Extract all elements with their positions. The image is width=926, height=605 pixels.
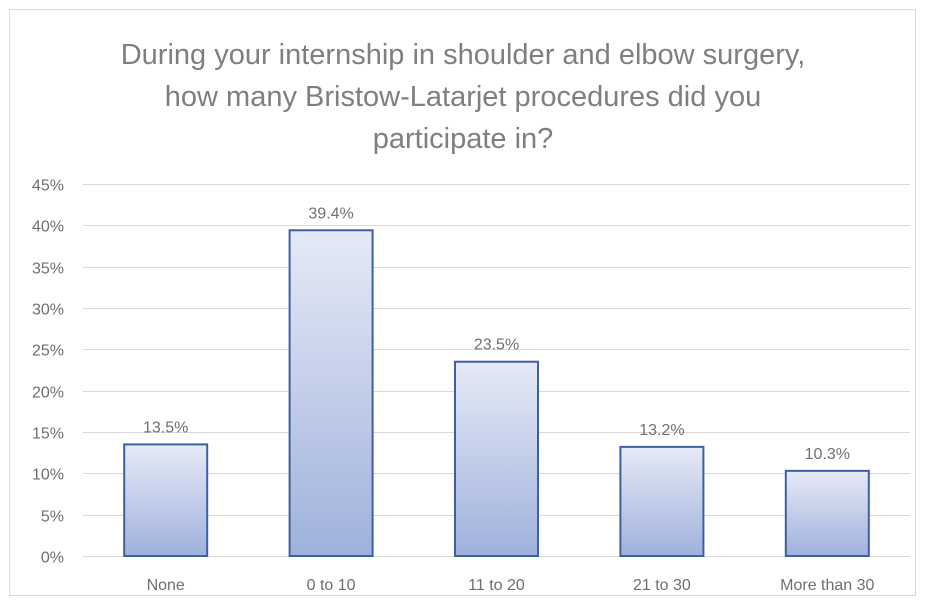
- y-tick-label: 5%: [41, 509, 64, 526]
- y-tick-label: 15%: [32, 426, 64, 443]
- y-tick-label: 45%: [32, 178, 64, 195]
- chart-title-line-3: participate in?: [372, 123, 554, 155]
- y-tick-label: 25%: [32, 343, 64, 360]
- y-tick-label: 35%: [32, 261, 64, 278]
- chart-title-line-1: During your internship in shoulder and e…: [120, 39, 806, 71]
- data-label: 23.5%: [474, 337, 519, 354]
- bar-11-to-20: [454, 360, 539, 557]
- y-tick-label: 40%: [32, 219, 64, 236]
- bar-more-than-30: [784, 469, 870, 557]
- data-labels: 13.5% 39.4% 23.5% 13.2% 10.3%: [143, 205, 850, 463]
- data-label: 13.2%: [639, 422, 684, 439]
- x-tick-label: 11 to 20: [468, 577, 525, 594]
- bar-21-to-30: [619, 445, 705, 558]
- chart-title: During your internship in shoulder and e…: [0, 34, 926, 160]
- bar-0-to-10: [288, 229, 374, 557]
- chart-title-line-2: how many Bristow-Latarjet procedures did…: [164, 81, 762, 113]
- y-tick-label: 0%: [41, 550, 64, 567]
- y-tick-label: 20%: [32, 385, 64, 402]
- y-axis: 0% 5% 10% 15% 20% 25% 30% 35% 40% 45%: [32, 178, 64, 567]
- x-tick-label: 0 to 10: [307, 577, 356, 594]
- data-label: 39.4%: [308, 205, 353, 222]
- chart-border: [9, 9, 916, 596]
- y-tick-label: 10%: [32, 467, 64, 484]
- x-axis: None 0 to 10 11 to 20 21 to 30 More than 30: [147, 577, 875, 594]
- x-tick-label: None: [147, 577, 185, 594]
- y-tick-label: 30%: [32, 302, 64, 319]
- x-tick-label: 21 to 30: [633, 577, 691, 594]
- bar-none: [123, 443, 209, 557]
- data-label: 13.5%: [143, 419, 188, 436]
- x-tick-label: More than 30: [780, 577, 874, 594]
- bars: [123, 229, 870, 558]
- data-label: 10.3%: [805, 446, 850, 463]
